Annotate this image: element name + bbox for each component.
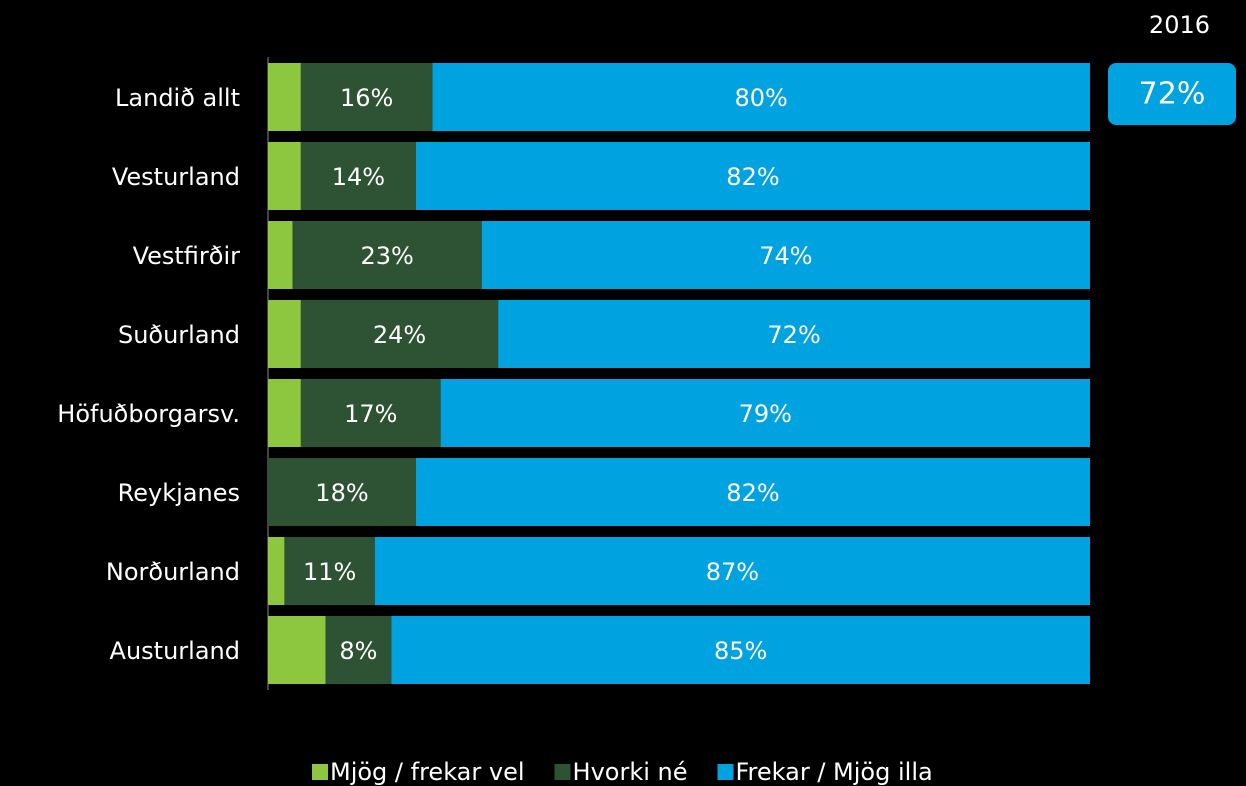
legend-label: Mjög / frekar vel [330, 758, 525, 786]
bar-segment [268, 142, 301, 210]
bar-segment [415, 458, 1091, 526]
data-label: 17% [344, 400, 397, 428]
data-label: 18% [315, 479, 368, 507]
bar-segment [268, 458, 416, 526]
bar-segment [284, 537, 375, 605]
y-tick-label: Höfuðborgarsv. [57, 400, 240, 428]
bar-segment [481, 221, 1091, 289]
bar-segment [268, 63, 301, 131]
bar-segment [300, 63, 433, 131]
y-tick-label: Vesturland [112, 163, 240, 191]
annotation-text: 72% [1139, 77, 1206, 112]
y-tick-label: Landið allt [115, 84, 240, 112]
data-label: 82% [726, 479, 779, 507]
annotation-title: 2016 [1149, 11, 1210, 39]
legend-swatch [312, 764, 328, 780]
bar-segment [268, 616, 326, 684]
bar-segment [268, 379, 301, 447]
legend-label: Hvorki né [573, 758, 688, 786]
data-label: 87% [706, 558, 759, 586]
y-tick-label: Norðurland [106, 558, 240, 586]
bar-segment [300, 379, 441, 447]
data-label: 82% [726, 163, 779, 191]
legend-swatch [554, 764, 571, 780]
data-label: 16% [340, 84, 393, 112]
data-label: 11% [303, 558, 356, 586]
bar-segment [440, 379, 1090, 447]
data-label: 23% [361, 242, 414, 270]
data-label: 14% [332, 163, 385, 191]
bar-segment [300, 142, 416, 210]
legend-swatch [717, 764, 734, 780]
data-label: 74% [759, 242, 812, 270]
bar-segment [268, 537, 285, 605]
y-tick-label: Suðurland [118, 321, 240, 349]
bar-segment [268, 300, 301, 368]
bar-segment [498, 300, 1090, 368]
data-label: 24% [373, 321, 426, 349]
y-tick-label: Reykjanes [118, 479, 240, 507]
bar-segment [374, 537, 1090, 605]
data-label: 72% [767, 321, 820, 349]
bar-segment [432, 63, 1090, 131]
bar-segment [300, 300, 499, 368]
data-label: 79% [739, 400, 792, 428]
bar-segment [268, 221, 293, 289]
data-label: 8% [339, 637, 377, 665]
legend-label: Frekar / Mjög illa [736, 758, 933, 786]
y-tick-label: Vestfirðir [133, 242, 241, 270]
annotation-box [1108, 63, 1236, 125]
bar-segment [325, 616, 392, 684]
data-label: 85% [714, 637, 767, 665]
bar-segment [415, 142, 1091, 210]
data-label: 80% [735, 84, 788, 112]
bar-segment [292, 221, 482, 289]
y-tick-label: Austurland [110, 637, 240, 665]
bar-segment [391, 616, 1090, 684]
